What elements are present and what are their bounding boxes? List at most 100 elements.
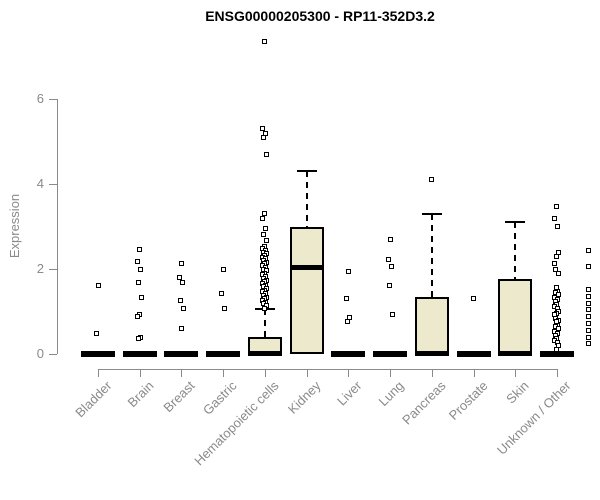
outlier-point [219, 291, 224, 296]
outlier-point [135, 259, 140, 264]
median-line-skin [498, 350, 533, 356]
outlier-point [261, 232, 266, 237]
collapsed-box-liver [331, 351, 366, 357]
outlier-point [181, 306, 186, 311]
x-tick [431, 369, 433, 377]
outlier-point [586, 287, 591, 292]
outlier-point [346, 269, 351, 274]
outlier-point [554, 204, 559, 209]
outlier-point [261, 135, 266, 140]
collapsed-box-prostate [456, 351, 491, 357]
outlier-point [586, 294, 591, 299]
collapsed-box-lung [373, 351, 408, 357]
y-tick [49, 99, 57, 100]
outlier-point [178, 298, 183, 303]
outlier-point [345, 319, 350, 324]
x-tick [556, 369, 558, 377]
x-tick [264, 369, 266, 377]
collapsed-box-gastric [206, 351, 241, 357]
y-tick [49, 184, 57, 185]
median-line-hematopoietic-cells [247, 350, 282, 356]
outlier-point [429, 177, 434, 182]
collapsed-box-breast [164, 351, 199, 357]
outlier-point [180, 280, 185, 285]
chart-title: ENSG00000205300 - RP11-352D3.2 [205, 8, 435, 24]
outlier-point [555, 224, 560, 229]
outlier-point [389, 264, 394, 269]
outlier-point [586, 264, 591, 269]
x-tick [98, 369, 99, 377]
outlier-point [137, 247, 142, 252]
outlier-point [586, 248, 591, 253]
y-tick-label: 2 [36, 261, 44, 276]
outlier-point [552, 261, 557, 266]
y-tick [49, 269, 57, 270]
outlier-point [179, 261, 184, 266]
x-tick [306, 369, 308, 377]
y-tick-label: 4 [36, 176, 44, 191]
outlier-point [96, 283, 101, 288]
median-line-pancreas [414, 350, 449, 356]
outlier-point [179, 326, 184, 331]
outlier-point [553, 267, 558, 272]
x-tick [390, 369, 392, 377]
outlier-point [386, 257, 391, 262]
outlier-point [136, 336, 141, 341]
y-axis-line [57, 99, 58, 354]
y-tick-label: 0 [36, 346, 44, 361]
whisker-skin [514, 222, 517, 279]
outlier-point [556, 292, 561, 297]
outlier-point [556, 326, 561, 331]
outlier-point [388, 237, 393, 242]
outlier-point [554, 347, 559, 352]
outlier-point [138, 267, 143, 272]
y-tick-label: 6 [36, 91, 44, 106]
x-tick [348, 369, 350, 377]
outlier-point [387, 283, 392, 288]
outlier-point [586, 328, 591, 333]
outlier-point [262, 211, 267, 216]
x-tick [139, 369, 141, 377]
outlier-point [586, 301, 591, 306]
outlier-point [263, 226, 268, 231]
x-axis-line [98, 369, 558, 370]
median-line-kidney [289, 264, 324, 270]
outlier-point [556, 271, 561, 276]
outlier-point [471, 296, 476, 301]
outlier-point [135, 314, 140, 319]
outlier-point [221, 267, 226, 272]
outlier-point [554, 254, 559, 259]
box-kidney [289, 226, 324, 354]
x-tick [515, 369, 517, 377]
outlier-point [390, 312, 395, 317]
box-skin [498, 278, 533, 354]
outlier-point [586, 314, 591, 319]
outlier-point [139, 295, 144, 300]
outlier-point [262, 39, 267, 44]
outlier-point [586, 341, 591, 346]
x-tick [181, 369, 183, 377]
x-tick [223, 369, 225, 377]
outlier-point [344, 296, 349, 301]
whisker-cap-pancreas [421, 212, 442, 215]
whisker-kidney [305, 171, 308, 227]
collapsed-box-unknown-other [539, 351, 574, 357]
outlier-point [222, 306, 227, 311]
x-tick [473, 369, 475, 377]
whisker-cap-kidney [296, 170, 317, 173]
outlier-point [264, 238, 269, 243]
outlier-point [586, 335, 591, 340]
whisker-hematopoietic-cells [263, 309, 266, 337]
outlier-point [260, 216, 265, 221]
box-pancreas [414, 296, 449, 354]
outlier-point [177, 275, 182, 280]
outlier-point [586, 321, 591, 326]
outlier-point [264, 152, 269, 157]
y-tick [49, 354, 57, 355]
outlier-point [136, 280, 141, 285]
outlier-point [586, 307, 591, 312]
whisker-pancreas [430, 213, 433, 297]
outlier-point [262, 306, 267, 311]
